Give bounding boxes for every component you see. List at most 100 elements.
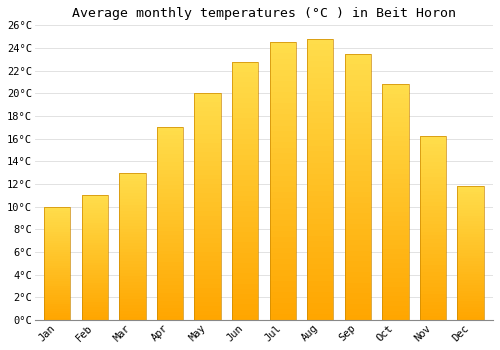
Bar bbox=[420, 159, 446, 162]
Bar bbox=[157, 193, 183, 197]
Bar bbox=[420, 155, 446, 159]
Bar bbox=[120, 226, 146, 229]
Bar bbox=[44, 218, 70, 220]
Bar bbox=[307, 174, 334, 180]
Bar bbox=[458, 208, 483, 210]
Bar bbox=[420, 140, 446, 144]
Bar bbox=[344, 214, 371, 219]
Bar bbox=[194, 116, 220, 120]
Bar bbox=[270, 231, 296, 237]
Bar bbox=[120, 305, 146, 308]
Bar bbox=[270, 153, 296, 159]
Bar bbox=[307, 72, 334, 78]
Bar bbox=[120, 255, 146, 258]
Bar bbox=[82, 273, 108, 275]
Bar bbox=[270, 54, 296, 59]
Bar bbox=[232, 108, 258, 113]
Bar bbox=[420, 265, 446, 268]
Bar bbox=[120, 237, 146, 240]
Bar bbox=[232, 77, 258, 82]
Bar bbox=[270, 198, 296, 203]
Bar bbox=[120, 270, 146, 273]
Bar bbox=[382, 226, 408, 230]
Bar bbox=[194, 234, 220, 238]
Bar bbox=[458, 290, 483, 293]
Bar bbox=[344, 128, 371, 133]
Bar bbox=[44, 225, 70, 227]
Bar bbox=[270, 109, 296, 114]
Bar bbox=[82, 255, 108, 258]
Bar bbox=[232, 206, 258, 211]
Bar bbox=[82, 268, 108, 270]
Bar bbox=[157, 297, 183, 301]
Bar bbox=[382, 112, 408, 117]
Bar bbox=[420, 309, 446, 313]
Bar bbox=[120, 187, 146, 190]
Bar bbox=[44, 300, 70, 302]
Bar bbox=[157, 166, 183, 170]
Bar bbox=[157, 281, 183, 285]
Bar bbox=[194, 184, 220, 189]
Bar bbox=[344, 112, 371, 118]
Bar bbox=[270, 237, 296, 242]
Bar bbox=[307, 56, 334, 61]
Bar bbox=[420, 136, 446, 140]
Bar bbox=[270, 148, 296, 153]
Bar bbox=[82, 240, 108, 243]
Bar bbox=[157, 127, 183, 320]
Bar bbox=[458, 274, 483, 277]
Bar bbox=[458, 264, 483, 266]
Bar bbox=[270, 87, 296, 92]
Bar bbox=[82, 313, 108, 315]
Bar bbox=[458, 210, 483, 213]
Bar bbox=[420, 217, 446, 221]
Bar bbox=[232, 175, 258, 180]
Bar bbox=[120, 173, 146, 320]
Bar bbox=[307, 129, 334, 134]
Bar bbox=[232, 196, 258, 201]
Bar bbox=[307, 196, 334, 202]
Bar bbox=[82, 220, 108, 223]
Bar bbox=[44, 313, 70, 315]
Bar bbox=[194, 306, 220, 311]
Bar bbox=[194, 197, 220, 202]
Bar bbox=[44, 229, 70, 232]
Bar bbox=[120, 258, 146, 261]
Bar bbox=[194, 275, 220, 279]
Bar bbox=[82, 262, 108, 265]
Bar bbox=[307, 134, 334, 140]
Bar bbox=[120, 261, 146, 264]
Bar bbox=[157, 154, 183, 158]
Bar bbox=[420, 243, 446, 246]
Bar bbox=[458, 221, 483, 224]
Bar bbox=[344, 155, 371, 160]
Bar bbox=[44, 259, 70, 261]
Bar bbox=[82, 305, 108, 308]
Bar bbox=[307, 95, 334, 101]
Bar bbox=[120, 199, 146, 202]
Bar bbox=[44, 293, 70, 295]
Bar bbox=[307, 230, 334, 236]
Bar bbox=[382, 211, 408, 216]
Bar bbox=[270, 126, 296, 131]
Bar bbox=[344, 277, 371, 283]
Bar bbox=[382, 249, 408, 254]
Bar bbox=[232, 263, 258, 268]
Bar bbox=[82, 228, 108, 230]
Bar bbox=[120, 223, 146, 226]
Bar bbox=[82, 218, 108, 220]
Bar bbox=[344, 176, 371, 181]
Bar bbox=[232, 310, 258, 315]
Bar bbox=[194, 247, 220, 252]
Bar bbox=[307, 162, 334, 168]
Bar bbox=[44, 247, 70, 250]
Bar bbox=[458, 282, 483, 285]
Bar bbox=[82, 238, 108, 240]
Bar bbox=[44, 311, 70, 313]
Bar bbox=[232, 139, 258, 144]
Bar bbox=[458, 309, 483, 312]
Bar bbox=[270, 281, 296, 287]
Bar bbox=[232, 268, 258, 273]
Bar bbox=[232, 144, 258, 149]
Bar bbox=[44, 275, 70, 277]
